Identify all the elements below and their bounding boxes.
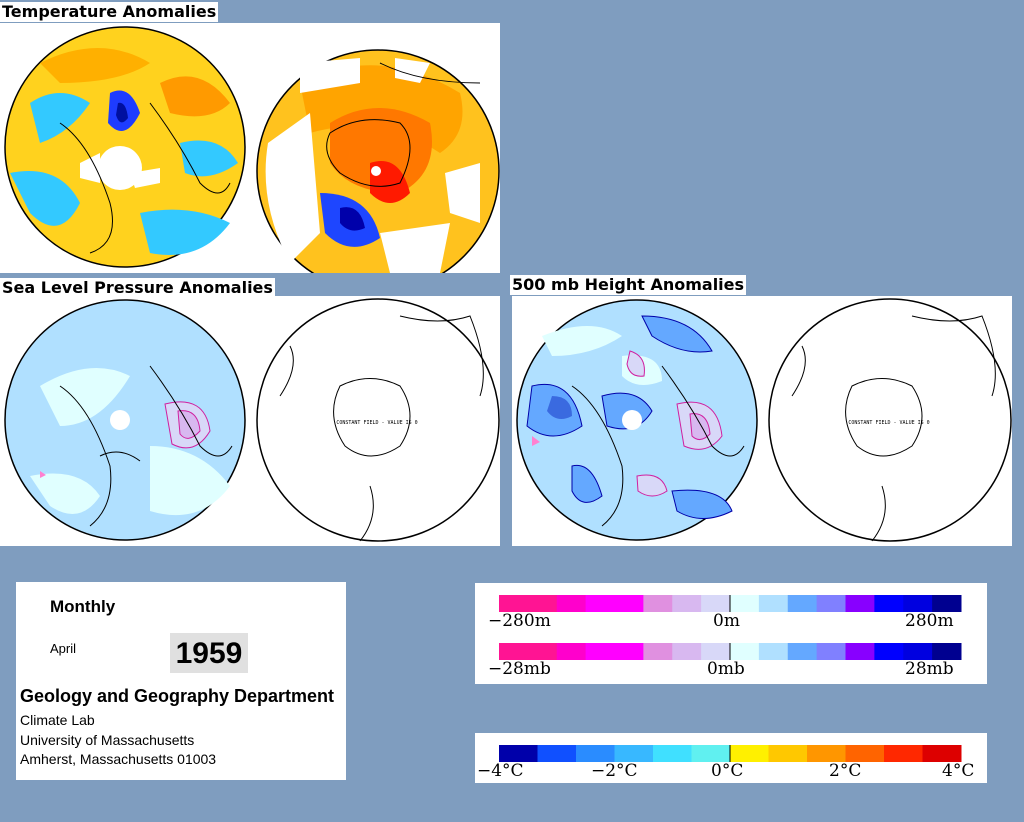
height-anomalies-title: 500 mb Height Anomalies bbox=[510, 275, 747, 295]
period-label: Monthly bbox=[50, 597, 116, 616]
temperature-northern-hemisphere-map bbox=[4, 26, 246, 268]
temperature-panel bbox=[0, 23, 500, 273]
temperature-colorbar-swatch bbox=[845, 745, 885, 762]
slp-maps: CONSTANT FIELD - VALUE IS 0 bbox=[4, 298, 500, 542]
slp-northern-hemisphere-map bbox=[4, 299, 246, 541]
pressure-colorbar-swatch bbox=[701, 643, 731, 660]
height-legend-min: −280m bbox=[488, 611, 551, 631]
pressure-colorbar-swatch bbox=[614, 643, 644, 660]
temperature-colorbar-swatch bbox=[730, 745, 769, 762]
temperature-colorbar-swatch bbox=[922, 745, 962, 762]
pressure-legend-mid: 0mb bbox=[707, 659, 745, 679]
height-colorbar-swatch bbox=[585, 595, 615, 612]
temperature-anomalies-title: Temperature Anomalies bbox=[0, 2, 219, 22]
height-colorbar-swatch bbox=[527, 595, 558, 612]
lab-name: Climate Lab bbox=[20, 712, 95, 728]
temperature-colorbar-swatch bbox=[653, 745, 692, 762]
pressure-colorbar-swatch bbox=[758, 643, 789, 660]
slp-panel: CONSTANT FIELD - VALUE IS 0 bbox=[0, 296, 500, 546]
address: Amherst, Massachusetts 01003 bbox=[20, 751, 217, 767]
slp-anomalies-title: Sea Level Pressure Anomalies bbox=[0, 278, 275, 298]
height-colorbar-swatch bbox=[816, 595, 846, 612]
temperature-maps bbox=[4, 26, 500, 273]
pressure-colorbar-swatch bbox=[643, 643, 673, 660]
height-colorbar-swatch bbox=[614, 595, 644, 612]
pressure-colorbar-swatch bbox=[932, 643, 962, 660]
temperature-colorbar-swatch bbox=[691, 745, 731, 762]
height-colorbar-swatch bbox=[701, 595, 731, 612]
pressure-colorbar-swatch bbox=[845, 643, 875, 660]
height-colorbar-swatches bbox=[499, 595, 962, 612]
pressure-legend-min: −28mb bbox=[488, 659, 551, 679]
temp-legend-plus4: 4°C bbox=[942, 761, 975, 781]
height-northern-hemisphere-map bbox=[516, 299, 758, 541]
height-colorbar-swatch bbox=[903, 595, 933, 612]
temperature-colorbar bbox=[499, 745, 962, 762]
temperature-colorbar-swatch bbox=[614, 745, 654, 762]
temp-legend-zero: 0°C bbox=[711, 761, 744, 781]
university-name: University of Massachusetts bbox=[20, 732, 195, 748]
slp-constant-field-note: CONSTANT FIELD - VALUE IS 0 bbox=[336, 420, 417, 426]
temperature-colorbar-swatch bbox=[576, 745, 615, 762]
temp-legend-plus2: 2°C bbox=[829, 761, 862, 781]
pressure-colorbar-swatch bbox=[672, 643, 702, 660]
pressure-colorbar-swatches bbox=[499, 643, 962, 660]
height-constant-field-note: CONSTANT FIELD - VALUE IS 0 bbox=[848, 420, 929, 426]
pressure-colorbar-swatch bbox=[556, 643, 587, 660]
pressure-legend-max: 28mb bbox=[905, 659, 954, 679]
pressure-colorbar-swatch bbox=[874, 643, 904, 660]
height-legend-mid: 0m bbox=[713, 611, 740, 631]
height-panel: CONSTANT FIELD - VALUE IS 0 bbox=[512, 296, 1012, 546]
height-colorbar bbox=[499, 595, 962, 660]
pressure-colorbar-swatch bbox=[816, 643, 846, 660]
year-display: 1959 bbox=[170, 633, 248, 673]
height-legend-max: 280m bbox=[905, 611, 954, 631]
temperature-colorbar-swatch bbox=[499, 745, 538, 762]
department-name: Geology and Geography Department bbox=[20, 686, 335, 706]
pressure-colorbar-swatch bbox=[585, 643, 615, 660]
temperature-colorbar-swatch bbox=[884, 745, 923, 762]
height-colorbar-swatch bbox=[556, 595, 587, 612]
height-colorbar-swatch bbox=[845, 595, 875, 612]
height-southern-hemisphere-map: CONSTANT FIELD - VALUE IS 0 bbox=[768, 298, 1012, 542]
height-colorbar-swatch bbox=[758, 595, 789, 612]
height-colorbar-swatch bbox=[874, 595, 904, 612]
temp-legend-minus2: −2°C bbox=[591, 761, 638, 781]
height-colorbar-swatch bbox=[672, 595, 702, 612]
height-colorbar-swatch bbox=[643, 595, 673, 612]
height-colorbar-swatch bbox=[499, 595, 529, 612]
temperature-colorbar-swatch bbox=[537, 745, 577, 762]
pressure-colorbar-swatch bbox=[903, 643, 933, 660]
info-box: Monthly April 1959 Geology and Geography… bbox=[16, 582, 346, 780]
pressure-colorbar-swatch bbox=[499, 643, 529, 660]
temperature-colorbar-swatch bbox=[768, 745, 808, 762]
pressure-colorbar-swatch bbox=[787, 643, 818, 660]
slp-southern-hemisphere-map: CONSTANT FIELD - VALUE IS 0 bbox=[256, 298, 500, 542]
height-pressure-legend: −280m 0m 280m −28mb 0mb 28mb bbox=[475, 583, 987, 684]
temperature-legend: −4°C −2°C 0°C 2°C 4°C bbox=[475, 733, 987, 783]
height-colorbar-swatch bbox=[932, 595, 962, 612]
temperature-colorbar-swatches bbox=[499, 745, 962, 762]
pressure-colorbar-swatch bbox=[730, 643, 760, 660]
temp-legend-minus4: −4°C bbox=[477, 761, 524, 781]
height-colorbar-swatch bbox=[787, 595, 818, 612]
temperature-colorbar-swatch bbox=[807, 745, 846, 762]
pressure-colorbar-swatch bbox=[527, 643, 558, 660]
height-maps: CONSTANT FIELD - VALUE IS 0 bbox=[516, 298, 1012, 542]
temperature-southern-hemisphere-map bbox=[256, 49, 500, 273]
month-label: April bbox=[50, 641, 77, 656]
height-colorbar-swatch bbox=[730, 595, 760, 612]
